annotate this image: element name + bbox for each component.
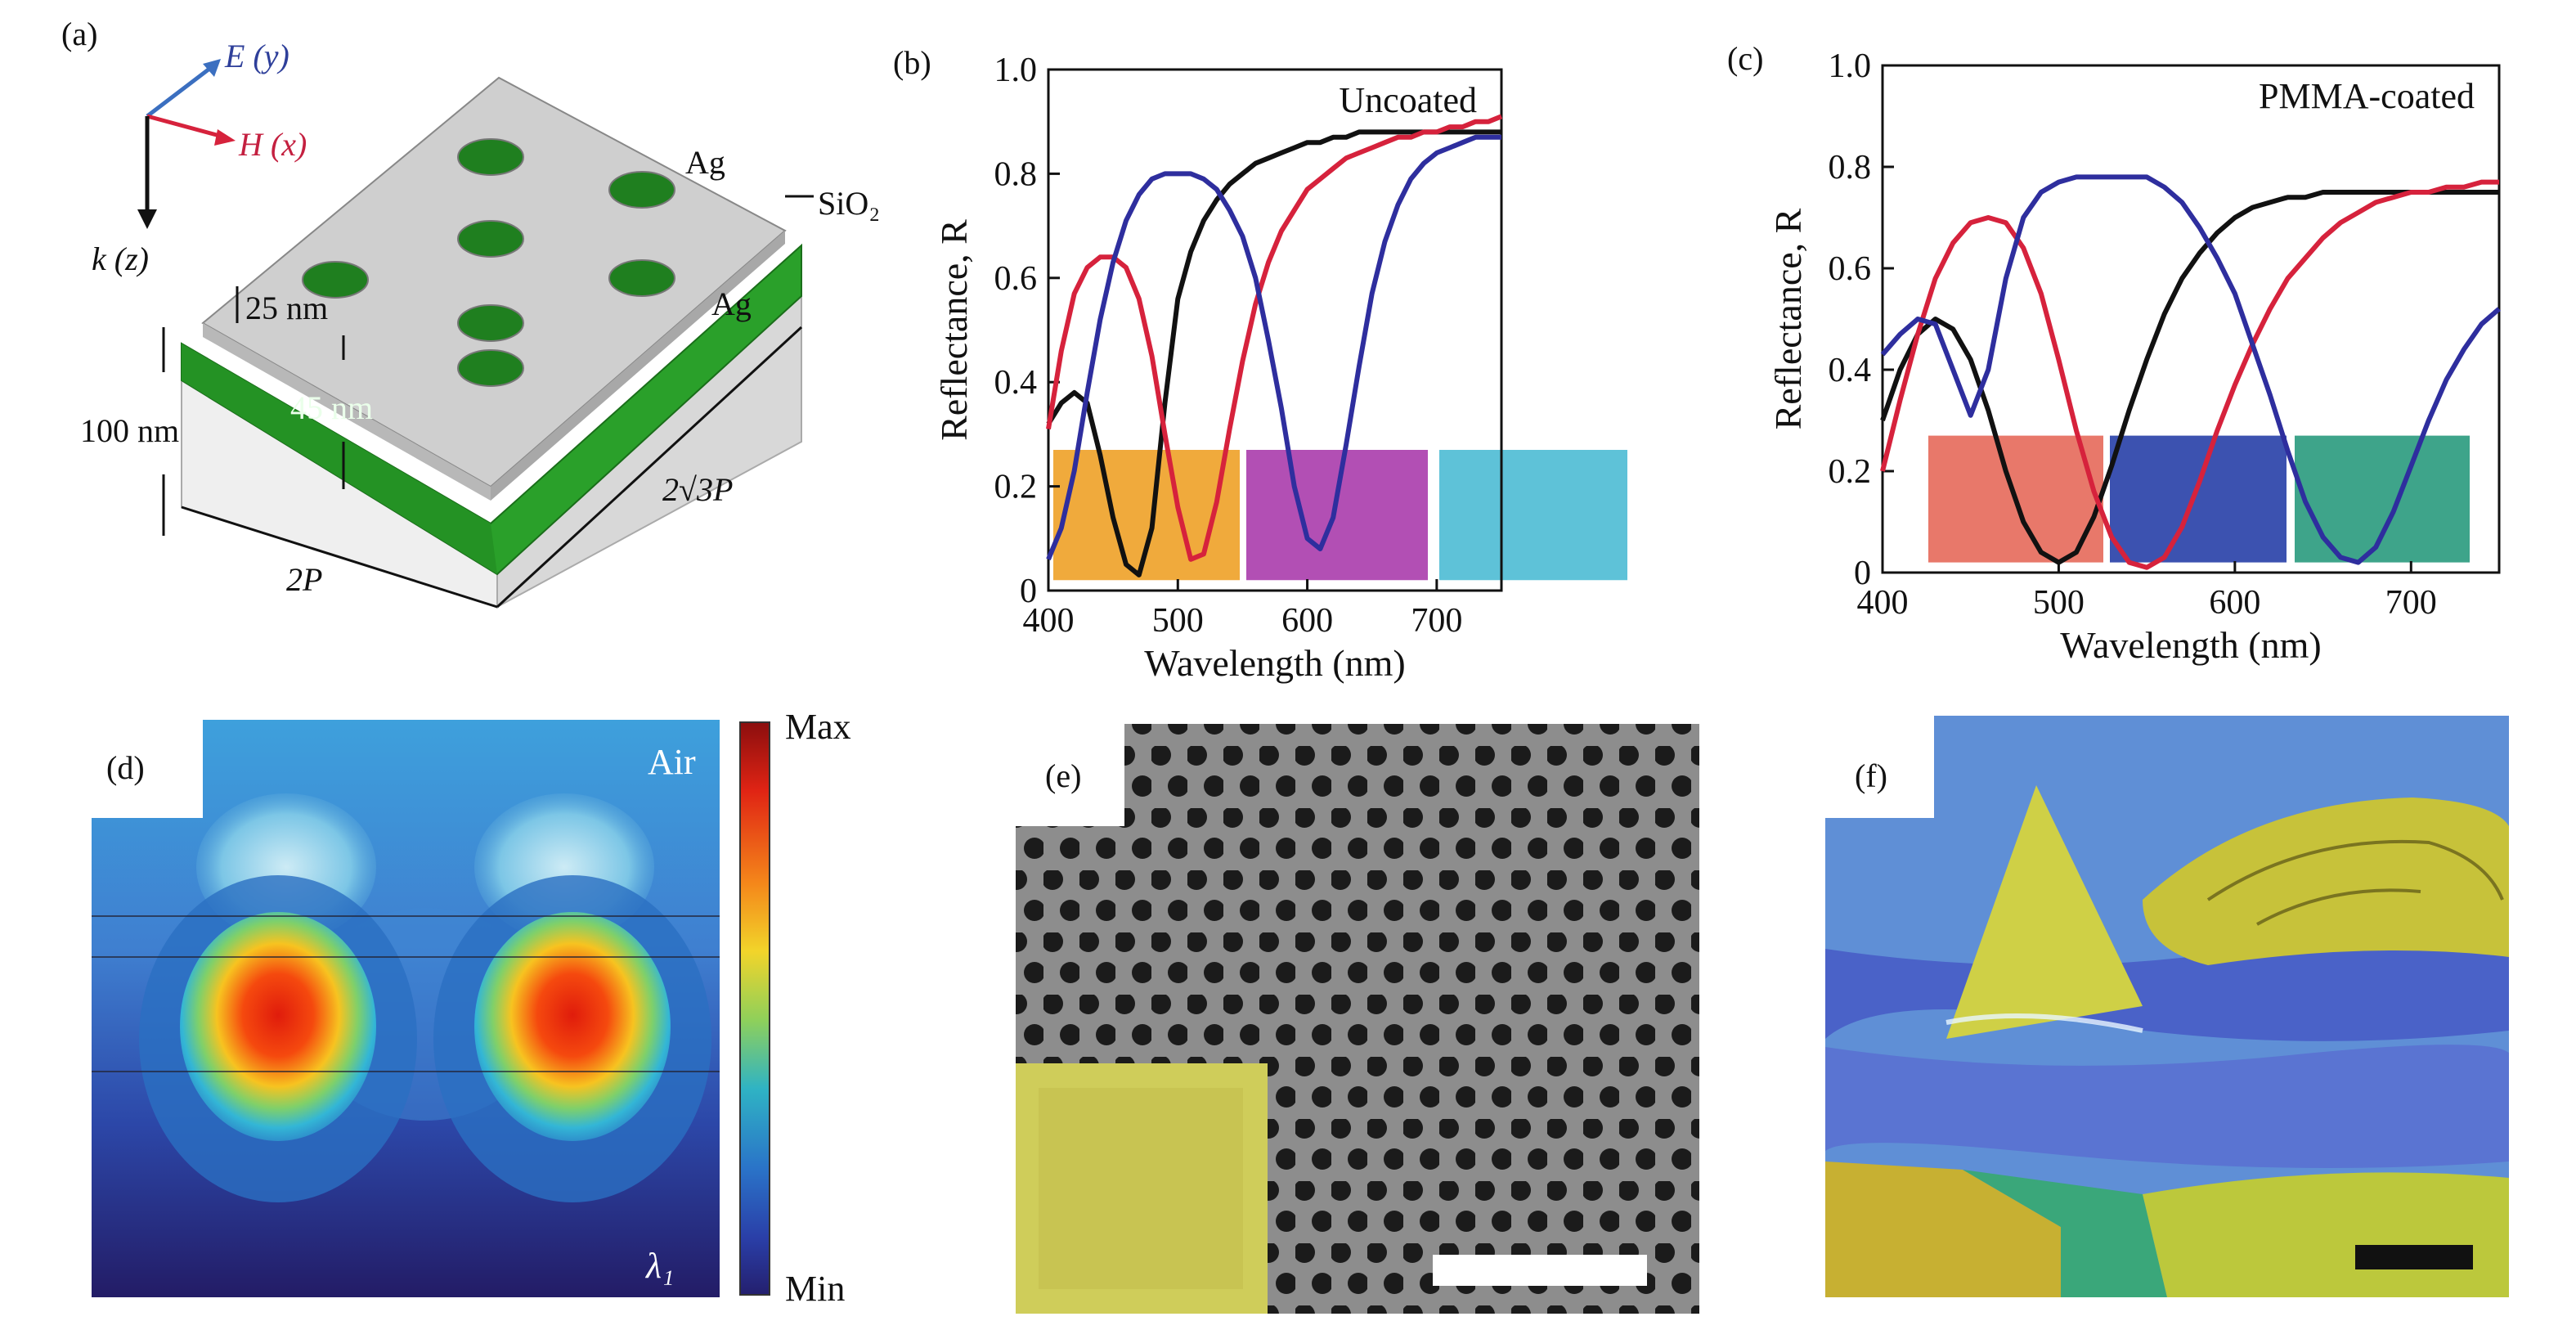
x-tick-label: 700 (1411, 602, 1462, 640)
plot-frame (1881, 64, 2501, 574)
hole (608, 171, 675, 209)
panel-e-sem-image: (e) (1016, 724, 1699, 1314)
series-line-red (1880, 179, 2499, 570)
scale-bar (2355, 1245, 2473, 1269)
colorbar (739, 721, 770, 1296)
y-axis-label: Reflectance, R (1767, 208, 1809, 429)
chart-annotation: Uncoated (1339, 80, 1477, 120)
h-arrow-head-icon (214, 129, 236, 146)
scale-bar (1433, 1255, 1647, 1286)
colorbar-max-label: Max (785, 707, 851, 747)
y-axis-label: Reflectance, R (933, 219, 975, 441)
dim-2p-label: 2P (286, 561, 322, 598)
y-tick-label: 0.2 (1829, 453, 1872, 491)
panel-f-color-print: (f) (1825, 716, 2509, 1297)
y-tick-label: 0.6 (994, 260, 1038, 298)
x-tick-label: 700 (2385, 584, 2437, 622)
panel-f-label: (f) (1855, 757, 1887, 794)
color-swatch (1246, 450, 1428, 581)
e-axis-arrow (146, 62, 218, 118)
panel-d-label: (d) (106, 749, 145, 786)
dim-2p-line (181, 505, 498, 609)
color-swatch (1439, 450, 1627, 581)
air-label: Air (648, 742, 696, 782)
series-line-black (1880, 190, 2499, 565)
e-arrow-head-icon (203, 59, 221, 77)
e-axis-label: E (y) (224, 38, 289, 74)
hotspot-left (180, 912, 376, 1141)
h-axis-arrow (146, 114, 227, 140)
x-tick-label: 500 (2033, 584, 2085, 622)
x-tick-label: 400 (1023, 602, 1075, 640)
panel-d-field-map: Air λ₁ (d) Max Min (92, 707, 851, 1309)
x-tick-label: 500 (1152, 602, 1204, 640)
series-line-red (1046, 114, 1503, 562)
h-axis-label: H (x) (238, 126, 307, 163)
lambda-label: λ₁ (644, 1246, 674, 1286)
y-tick-label: 0 (1854, 555, 1871, 592)
y-tick-label: 1.0 (994, 52, 1038, 89)
hole (457, 138, 524, 176)
chart-b: 400 500 600 700 0 0.2 0.4 0.6 0.8 1.0 Wavelength (… (893, 44, 1627, 684)
y-tick-label: 0.4 (1829, 352, 1872, 389)
series-line-blue (1046, 134, 1501, 560)
colorbar-min-label: Min (785, 1269, 845, 1309)
yellow-triangle (1946, 785, 2143, 1039)
x-axis-label: Wavelength (nm) (1144, 642, 1405, 684)
x-tick-label: 600 (2209, 584, 2260, 622)
y-tick-label: 1.0 (1829, 47, 1872, 85)
y-tick-label: 0.4 (994, 364, 1038, 402)
hole (457, 349, 524, 387)
chart-c: 400 500 600 700 0 0.2 0.4 0.6 0.8 1.0 Wavelength (… (1727, 40, 2501, 666)
series-line-blue (1880, 174, 2501, 565)
thickness-45-label: 45 nm (290, 389, 373, 426)
y-tick-label: 0.8 (1829, 149, 1872, 186)
panel-label: (c) (1727, 40, 1763, 77)
k-axis-label: k (z) (92, 240, 149, 277)
color-swatch (1053, 450, 1240, 581)
thickness-100-label: 100 nm (80, 412, 179, 449)
color-swatch (2295, 435, 2470, 563)
k-arrow-head-icon (137, 209, 157, 229)
x-axis-label: Wavelength (nm) (2060, 624, 2321, 666)
hole (608, 259, 675, 297)
hotspot-right (474, 912, 671, 1141)
x-tick-label: 600 (1281, 602, 1333, 640)
color-swatch (2110, 435, 2287, 563)
axis-triad: E (y) H (x) k (z) (92, 38, 307, 277)
panel-label: (b) (893, 44, 931, 81)
y-tick-label: 0.2 (994, 469, 1038, 506)
yellow-shape-right (2143, 798, 2509, 965)
ag-top-label: Ag (685, 144, 725, 181)
hole (457, 220, 524, 258)
y-tick-label: 0.8 (994, 155, 1038, 193)
hole (302, 261, 369, 299)
dim-2r3p-line (496, 326, 803, 609)
layered-block: Ag SiO₂ Ag 25 nm 45 nm 100 nm 2P 2√3P (80, 76, 880, 609)
ag-bottom-label: Ag (711, 285, 752, 322)
y-tick-label: 0 (1020, 573, 1037, 610)
y-tick-label: 0.6 (1829, 250, 1872, 288)
sio2-label: SiO₂ (818, 185, 880, 222)
panel-a-label: (a) (61, 16, 97, 52)
panel-a-schematic: (a) E (y) H (x) k (z) (61, 16, 880, 609)
hole (457, 304, 524, 342)
panel-e-label: (e) (1045, 757, 1081, 794)
thickness-25-label: 25 nm (245, 290, 328, 326)
x-tick-label: 400 (1857, 584, 1909, 622)
chart-annotation: PMMA-coated (2259, 76, 2475, 116)
plot-frame (1047, 68, 1503, 592)
dim-2r3p-label: 2√3P (662, 471, 733, 508)
